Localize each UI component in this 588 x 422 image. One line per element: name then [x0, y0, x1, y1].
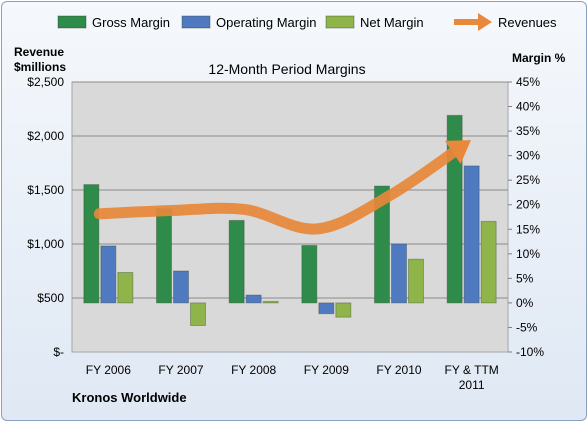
revenue-line-path: [93, 140, 469, 235]
right-tick-label: 15%: [516, 222, 540, 236]
bar-net-margin: [117, 271, 134, 304]
bar-gross-margin: [374, 185, 390, 304]
bar-operating-margin: [391, 243, 407, 304]
right-tick-label: 25%: [516, 173, 540, 187]
bar-gross-margin: [446, 114, 463, 304]
left-tick-label: $2,000: [27, 129, 64, 143]
legend-swatch-net-margin: [325, 15, 355, 29]
revenue-line: [93, 140, 471, 235]
right-tick-label: -10%: [516, 345, 544, 359]
category-label: FY 2008: [231, 363, 276, 377]
left-tick-label: $1,000: [27, 237, 64, 251]
category-label: 2011: [459, 378, 485, 392]
bar-net-margin: [408, 258, 424, 304]
category-label: FY 2010: [376, 363, 421, 377]
right-tick-label: 30%: [516, 149, 540, 163]
right-axis-label: Margin %: [512, 51, 566, 65]
right-tick-label: 20%: [516, 198, 540, 212]
bar-operating-margin: [173, 270, 189, 304]
left-axis-label-line2: $millions: [14, 60, 66, 74]
bar-operating-margin: [318, 302, 335, 315]
company-name: Kronos Worldwide: [72, 390, 187, 405]
right-tick-label: 40%: [516, 100, 540, 114]
legend-label: Gross Margin: [92, 15, 170, 30]
left-tick-label: $1,500: [27, 183, 64, 197]
right-tick-label: 45%: [516, 75, 540, 89]
right-tick-label: 5%: [516, 271, 534, 285]
left-axis-label-line1: Revenue: [14, 45, 64, 59]
right-tick-label: -5%: [516, 320, 538, 334]
revenue-arrowhead: [444, 140, 471, 165]
left-tick-label: $-: [53, 345, 64, 359]
left-tick-label: $500: [37, 291, 64, 305]
legend-swatch-operating-margin: [181, 15, 211, 29]
bar-gross-margin: [83, 184, 100, 304]
legend-swatch-gross-margin: [57, 15, 87, 29]
legend-label: Revenues: [498, 15, 557, 30]
bar-operating-margin: [100, 245, 117, 304]
legend-label: Operating Margin: [216, 15, 316, 30]
bar-net-margin: [262, 300, 279, 304]
bar-gross-margin: [156, 208, 172, 304]
legend: Gross Margin Operating Margin Net Margin Re…: [57, 13, 557, 31]
right-tick-label: 10%: [516, 247, 540, 261]
right-axis: -10% -5% 0% 5% 10% 15% 20% 25% 30% 35% 40% 45%: [508, 75, 544, 359]
bar-operating-margin: [463, 165, 480, 304]
chart-title: 12-Month Period Margins: [208, 61, 365, 77]
left-tick-label: $2,500: [27, 75, 64, 89]
right-tick-label: 35%: [516, 124, 540, 138]
category-label: FY 2007: [158, 363, 203, 377]
bar-operating-margin: [245, 294, 262, 304]
right-tick-label: 0%: [516, 296, 534, 310]
bar-net-margin: [480, 220, 497, 304]
legend-arrow-icon: [478, 13, 492, 31]
legend-label: Net Margin: [360, 15, 424, 30]
bar-net-margin: [190, 302, 206, 326]
bar-net-margin: [335, 302, 352, 318]
bar-gross-margin: [228, 219, 245, 304]
category-label: FY 2006: [86, 363, 131, 377]
category-label: FY & TTM: [445, 363, 499, 377]
bar-gross-margin: [301, 244, 318, 304]
left-axis: $- $500 $1,000 $1,500 $2,000 $2,500: [27, 75, 64, 359]
gridlines: [72, 81, 508, 299]
category-axis: FY 2006 FY 2007 FY 2008 FY 2009 FY 2010 FY & …: [86, 363, 499, 392]
category-label: FY 2009: [304, 363, 349, 377]
